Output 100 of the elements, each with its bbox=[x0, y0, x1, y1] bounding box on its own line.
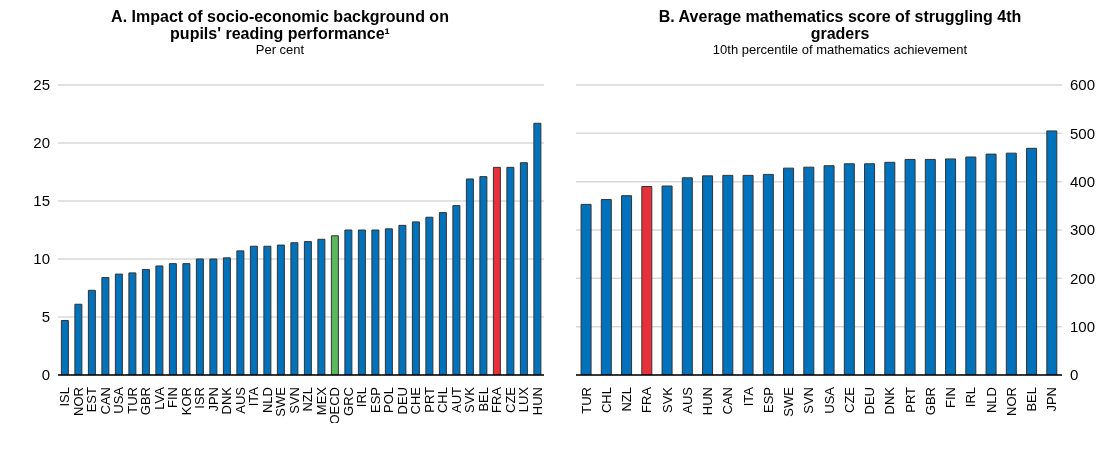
x-tick-label: PRT bbox=[902, 386, 918, 413]
bar bbox=[600, 199, 612, 375]
bar bbox=[330, 235, 339, 375]
bar bbox=[114, 273, 123, 375]
bar bbox=[843, 163, 855, 375]
y2-tick-label: 100 bbox=[1070, 317, 1096, 335]
x-tick-label: LVA bbox=[151, 386, 167, 410]
bar bbox=[823, 165, 835, 375]
bar bbox=[803, 166, 815, 375]
x-tick-label: EST bbox=[84, 386, 100, 413]
bar bbox=[985, 153, 997, 375]
bar bbox=[398, 224, 407, 375]
bar bbox=[519, 162, 528, 375]
bar bbox=[303, 241, 312, 375]
x-tick-label: IRL bbox=[354, 387, 370, 408]
bar bbox=[1005, 152, 1017, 375]
bar bbox=[371, 229, 380, 375]
bar bbox=[222, 257, 231, 375]
x-tick-label: BEL bbox=[1024, 387, 1040, 412]
y2-tick-label: 0 bbox=[1070, 366, 1079, 384]
bar bbox=[506, 166, 515, 375]
x-tick-label: ITA bbox=[740, 386, 756, 407]
x-tick-label: FRA bbox=[489, 386, 505, 413]
chart-title: A. Impact of socio-economic background on pupils' reading performance¹ bbox=[110, 8, 450, 42]
bar bbox=[195, 258, 204, 375]
bar bbox=[438, 212, 447, 375]
y2-tick-label: 600 bbox=[1070, 76, 1096, 94]
bar bbox=[182, 263, 191, 375]
y-tick-label: 5 bbox=[41, 308, 50, 326]
bar bbox=[1046, 130, 1058, 375]
bar bbox=[168, 263, 177, 375]
x-tick-label: GRC bbox=[340, 387, 356, 416]
x-tick-label: CHE bbox=[408, 386, 424, 415]
x-tick-label: CHL bbox=[435, 387, 451, 414]
bar bbox=[580, 203, 592, 375]
bar bbox=[884, 161, 896, 375]
bar bbox=[141, 268, 150, 375]
bar bbox=[357, 229, 366, 375]
x-tick-label: TUR bbox=[124, 387, 140, 414]
x-tick-label: BEL bbox=[475, 387, 491, 412]
x-tick-label: LUX bbox=[516, 386, 532, 413]
x-tick-label: JPN bbox=[1044, 387, 1060, 412]
chart-subtitle: Per cent bbox=[254, 42, 306, 57]
x-tick-label: DNK bbox=[219, 386, 235, 415]
x-tick-label: CAN bbox=[720, 387, 736, 415]
bar bbox=[722, 174, 734, 375]
x-tick-label: USA bbox=[821, 386, 837, 414]
bar bbox=[425, 216, 434, 375]
bar bbox=[209, 258, 218, 375]
x-tick-label: ISL bbox=[57, 387, 73, 407]
bar bbox=[290, 242, 299, 375]
bar bbox=[465, 178, 474, 375]
x-tick-label: IRL bbox=[963, 387, 979, 408]
bar bbox=[344, 229, 353, 375]
bar bbox=[263, 245, 272, 375]
bar bbox=[317, 238, 326, 375]
y2-tick-label: 300 bbox=[1070, 221, 1096, 239]
bar bbox=[641, 186, 653, 375]
bar bbox=[1026, 147, 1038, 375]
bar bbox=[101, 277, 110, 375]
x-tick-label: MEX bbox=[313, 386, 329, 416]
bar bbox=[128, 272, 137, 375]
bar bbox=[742, 174, 754, 375]
x-tick-label: FRA bbox=[639, 386, 655, 413]
x-tick-label: AUT bbox=[448, 386, 464, 413]
bar bbox=[702, 175, 714, 375]
bar bbox=[155, 265, 164, 375]
x-tick-label: SVN bbox=[286, 387, 302, 414]
bar bbox=[965, 156, 977, 375]
x-tick-label: NOR bbox=[1003, 387, 1019, 416]
x-tick-label: NLD bbox=[983, 387, 999, 414]
x-tick-label: HUN bbox=[529, 387, 545, 416]
x-tick-label: NOR bbox=[70, 387, 86, 416]
x-tick-label: ESP bbox=[760, 387, 776, 414]
bar bbox=[249, 245, 258, 375]
x-tick-label: USA bbox=[111, 386, 127, 414]
chart-title: B. Average mathematics score of struggling 4th graders bbox=[657, 8, 1023, 42]
bar bbox=[452, 205, 461, 375]
y-tick-label: 10 bbox=[33, 250, 50, 268]
y-tick-label: 0 bbox=[41, 366, 50, 384]
x-tick-label: FIN bbox=[165, 387, 181, 408]
x-tick-label: POL bbox=[381, 387, 397, 414]
x-tick-label: AUS bbox=[679, 386, 695, 414]
x-tick-label: HUN bbox=[700, 387, 716, 416]
bar bbox=[384, 228, 393, 375]
bar bbox=[783, 167, 795, 375]
x-tick-label: NZL bbox=[300, 387, 316, 412]
bar bbox=[236, 250, 245, 375]
x-tick-label: ISR bbox=[192, 387, 208, 409]
bar bbox=[276, 244, 285, 375]
x-tick-label: GBR bbox=[922, 387, 938, 416]
x-tick-label: FIN bbox=[943, 387, 959, 408]
y2-tick-label: 400 bbox=[1070, 172, 1096, 190]
bar bbox=[762, 173, 774, 375]
bar bbox=[74, 303, 83, 375]
bar bbox=[661, 185, 673, 375]
x-tick-label: CHL bbox=[598, 387, 614, 414]
bar bbox=[533, 122, 542, 375]
x-tick-label: CZE bbox=[841, 386, 857, 413]
x-tick-label: DEU bbox=[862, 387, 878, 415]
